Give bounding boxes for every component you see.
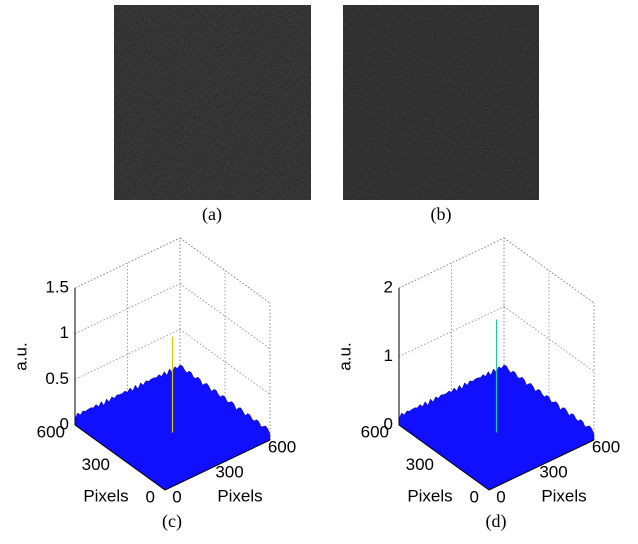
y-tick-label: 300 <box>82 455 110 474</box>
caption: (c) <box>162 511 182 532</box>
z-tick-label: 0.5 <box>45 369 69 388</box>
x-axis <box>164 439 271 491</box>
grid-line <box>179 283 271 349</box>
caption: (a) <box>202 204 222 225</box>
x-tick-label: 0 <box>496 487 505 506</box>
grid-line <box>179 237 271 304</box>
y-axis <box>398 424 490 491</box>
z-axis-label: a.u. <box>335 342 354 370</box>
noise-image <box>114 5 311 200</box>
noise-image <box>343 5 539 200</box>
caption: (b) <box>431 204 452 225</box>
grid-line <box>503 237 595 304</box>
z-tick-label: 0 <box>60 414 69 433</box>
grid-line <box>179 329 271 395</box>
x-axis <box>488 439 595 491</box>
grid-line <box>503 306 595 372</box>
y-axis <box>74 424 166 491</box>
y-tick-label: 0 <box>470 487 479 506</box>
y-tick-label: 0 <box>146 487 155 506</box>
y-tick-label: 300 <box>406 455 434 474</box>
grid-line <box>398 306 505 357</box>
y-tick-label: 600 <box>37 422 65 441</box>
z-tick-label: 2 <box>384 277 393 296</box>
z-axis-label: a.u. <box>11 342 30 370</box>
z-tick-label: 1 <box>60 323 69 342</box>
y-tick-label: 600 <box>361 422 389 441</box>
z-tick-label: 1 <box>384 346 393 365</box>
y-axis-label: Pixels <box>83 486 128 505</box>
x-tick-label: 0 <box>172 487 181 506</box>
x-tick-label: 600 <box>268 437 296 456</box>
y-axis-label: Pixels <box>407 486 452 505</box>
z-tick-label: 0 <box>384 414 393 433</box>
x-axis-label: Pixels <box>217 486 262 505</box>
x-tick-label: 300 <box>215 462 243 481</box>
x-axis-label: Pixels <box>541 486 586 505</box>
x-tick-label: 300 <box>539 462 567 481</box>
z-tick-label: 1.5 <box>45 277 69 296</box>
caption: (d) <box>486 511 507 532</box>
x-tick-label: 600 <box>592 437 620 456</box>
